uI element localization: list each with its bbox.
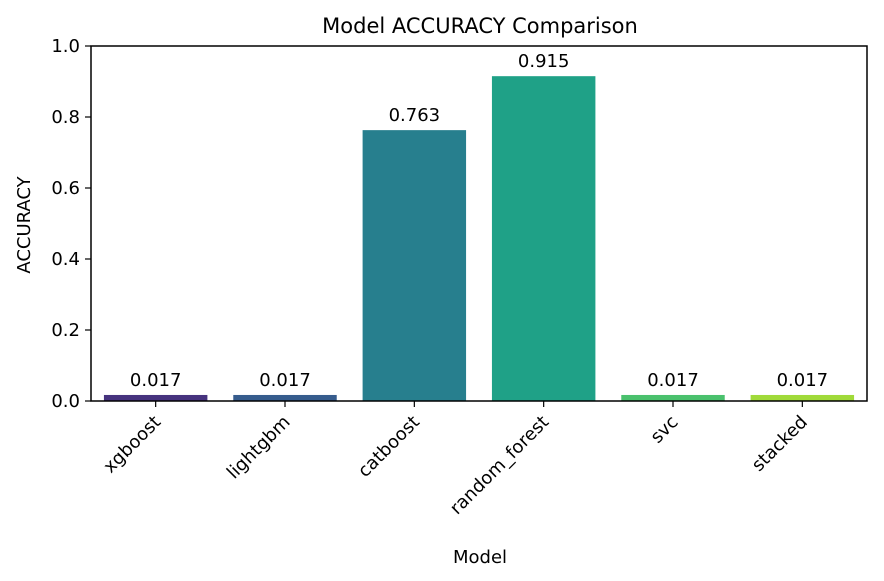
x-tick-label: catboost [354, 412, 424, 482]
x-axis-title: Model [453, 547, 507, 568]
y-tick-label: 1.0 [51, 36, 80, 57]
bar-catboost [362, 130, 467, 401]
bar-svc [621, 394, 725, 401]
plot-frame [90, 45, 868, 402]
bar-value-label: 0.017 [259, 370, 311, 391]
x-tick-label: stacked [748, 412, 812, 476]
bar-value-label: 0.017 [130, 370, 182, 391]
y-axis-title: ACCURACY [14, 175, 35, 273]
bar-value-label: 0.017 [777, 370, 829, 391]
bar-lightgbm [233, 394, 337, 401]
x-tick-label: svc [647, 412, 683, 448]
x-tick-label: lightgbm [223, 412, 295, 484]
x-axis: xgboost lightgbm catboost random_forest svc s… [99, 401, 812, 519]
bar-random_forest [491, 76, 596, 402]
bar-value-label: 0.763 [389, 105, 441, 126]
bar-stacked [750, 394, 855, 401]
y-axis: 0.0 0.2 0.4 0.6 0.8 1.0 [51, 36, 91, 412]
plot-area: 0.017 0.017 0.763 0.915 0.017 0.017 [103, 51, 855, 402]
y-tick-label: 0.6 [51, 178, 80, 199]
x-tick-label: random_forest [446, 412, 553, 519]
y-tick-label: 0.0 [51, 391, 80, 412]
chart-title: Model ACCURACY Comparison [322, 14, 638, 38]
y-tick-label: 0.8 [51, 107, 80, 128]
bar-value-label: 0.915 [518, 51, 570, 72]
x-tick-label: xgboost [99, 412, 165, 478]
bar-value-label: 0.017 [647, 370, 699, 391]
y-tick-label: 0.2 [51, 320, 80, 341]
bar-xgboost [103, 394, 208, 401]
y-tick-label: 0.4 [51, 249, 80, 270]
